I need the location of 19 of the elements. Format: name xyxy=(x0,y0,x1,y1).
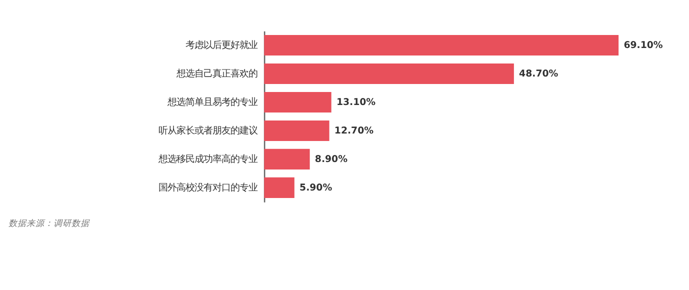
data-label: 5.90% xyxy=(300,182,333,194)
data-label: 12.70% xyxy=(334,125,374,136)
y-tick-label: 想选简单且易考的专业 xyxy=(166,96,258,108)
y-tick-label: 考虑以后更好就业 xyxy=(186,40,258,51)
y-tick-label: 听从家长或者朋友的建议 xyxy=(158,125,258,136)
data-label: 69.10% xyxy=(624,40,664,51)
source-note: 数据来源：调研数据 xyxy=(8,218,91,229)
y-tick-label: 想选移民成功率高的专业 xyxy=(158,154,258,165)
bar xyxy=(264,177,294,198)
bar xyxy=(264,120,330,141)
bar xyxy=(264,92,332,112)
data-label: 8.90% xyxy=(314,154,348,165)
data-label: 48.70% xyxy=(519,68,559,80)
data-label: 13.10% xyxy=(336,96,376,108)
bar xyxy=(264,148,310,170)
y-tick-label: 想选自己真正喜欢的 xyxy=(176,68,258,80)
y-tick-label: 国外高校没有对口的专业 xyxy=(158,182,258,194)
bar xyxy=(264,34,619,56)
bar xyxy=(264,63,514,84)
